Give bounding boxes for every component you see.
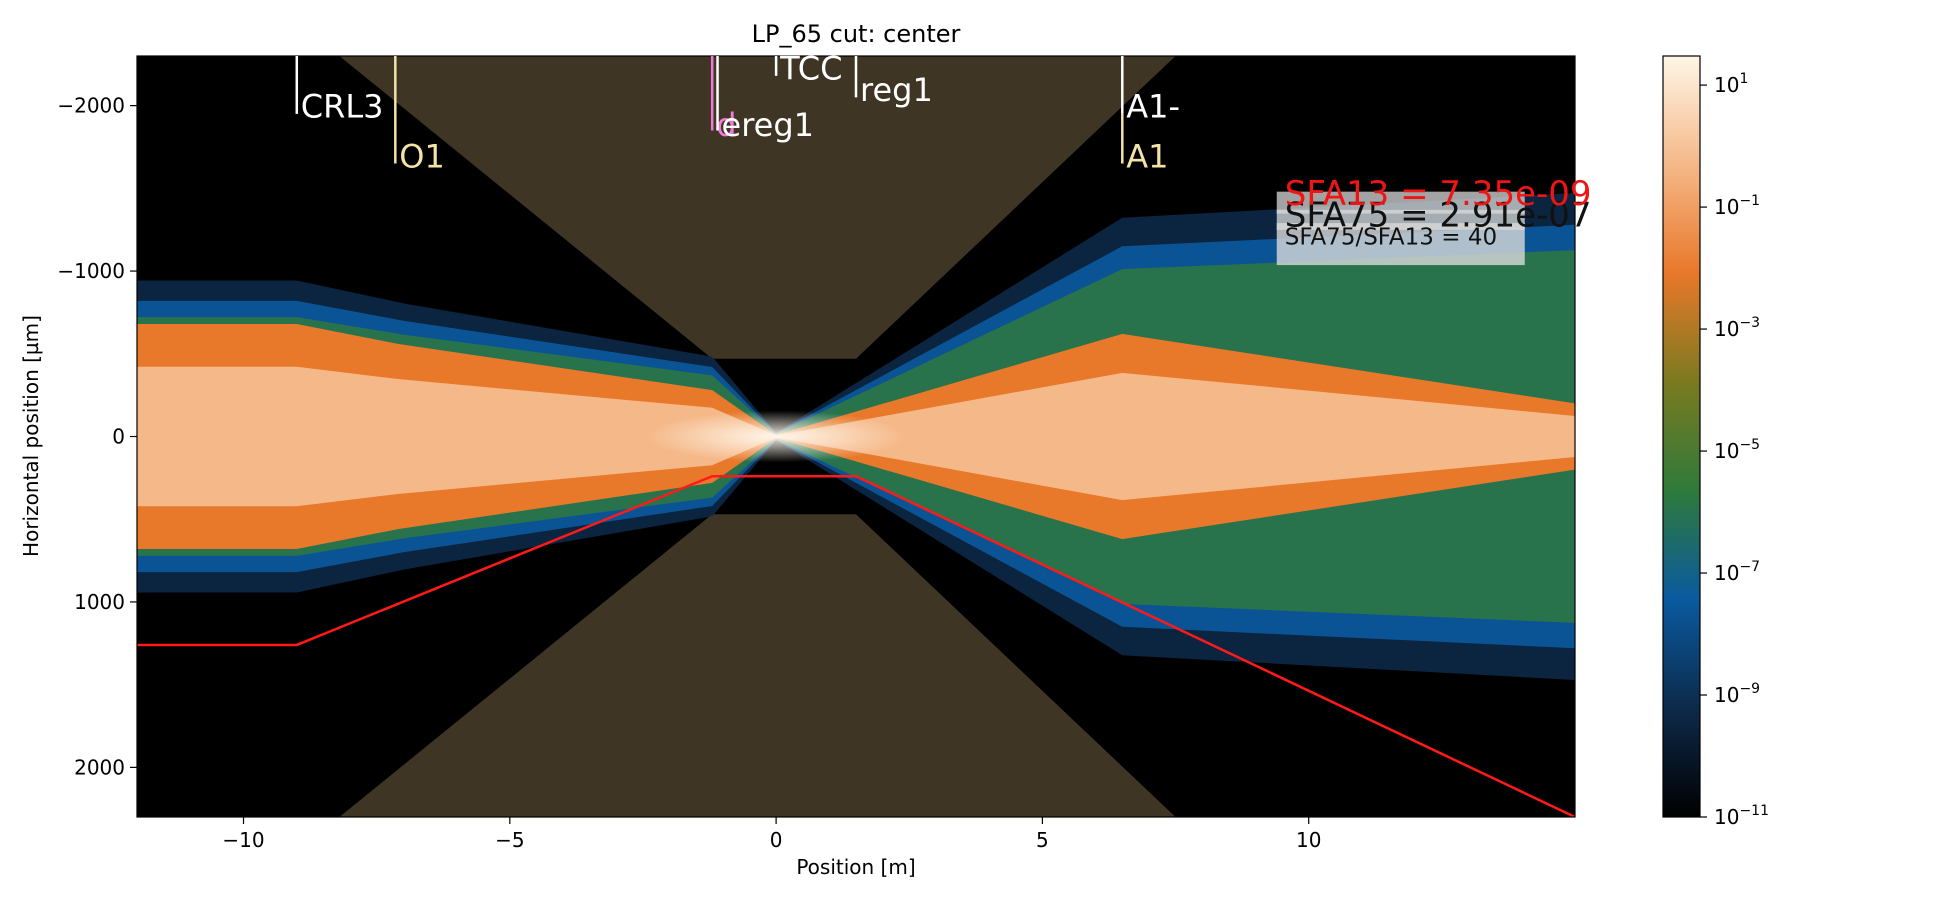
element-label-1: O1 xyxy=(399,137,445,175)
aperture-shading-top xyxy=(339,56,1176,359)
x-tick-label: −5 xyxy=(495,828,524,852)
y-axis: −2000 −1000 0 1000 2000 xyxy=(57,94,137,779)
colorbar-tick-label: 10−5 xyxy=(1714,437,1760,463)
x-axis: −10 −5 0 5 10 xyxy=(222,817,1321,852)
y-tick-label: 2000 xyxy=(74,755,125,779)
y-tick-label: −2000 xyxy=(57,94,125,118)
sfa13-bbox xyxy=(1276,191,1525,214)
element-label-3: ereg1 xyxy=(722,106,815,144)
x-tick-label: 0 xyxy=(770,828,783,852)
x-tick-label: 10 xyxy=(1296,828,1321,852)
element-label-7: A1 xyxy=(1126,137,1168,175)
element-label-2: d xyxy=(716,106,736,144)
element-label-4: TCC xyxy=(779,50,842,88)
x-tick-label: −10 xyxy=(222,828,264,852)
colorbar-scale xyxy=(1662,55,1701,818)
red-limit-line xyxy=(137,474,1575,817)
colorbar-tick-label: 10−1 xyxy=(1714,193,1760,219)
plot-area: −10 −5 0 5 10 −2000 −1000 0 1000 2000 xyxy=(57,55,1576,852)
element-label-6: A1- xyxy=(1126,88,1180,126)
colorbar-tick-label: 101 xyxy=(1714,71,1748,97)
colorbar-tick-label: 10−3 xyxy=(1714,315,1760,341)
ratio-bbox xyxy=(1276,223,1525,266)
focus-glow xyxy=(646,410,907,463)
y-tick-label: 1000 xyxy=(74,590,125,614)
colorbar-tick-label: 10−11 xyxy=(1714,803,1769,829)
sfa75-text: SFA75 = 2.91e-07 xyxy=(1285,195,1592,235)
element-label-0: CRL3 xyxy=(301,88,384,126)
colorbar-tick-label: 10−9 xyxy=(1714,681,1760,707)
x-tick-label: 5 xyxy=(1036,828,1049,852)
element-label-5: reg1 xyxy=(860,71,933,109)
sfa13-text: SFA13 = 7.35e-09 xyxy=(1285,174,1592,214)
y-tick-label: −1000 xyxy=(57,259,125,283)
aperture-shading-bottom xyxy=(339,514,1176,817)
x-axis-label: Position [m] xyxy=(796,855,915,879)
colorbar: 101 10−1 10−3 10−5 10−7 10−9 10−11 xyxy=(1662,55,1769,829)
y-tick-label: 0 xyxy=(112,425,125,449)
y-axis-label: Horizontal position [µm] xyxy=(19,315,43,557)
chart-title: LP_65 cut: center xyxy=(752,20,961,48)
sfa-ratio-text: SFA75/SFA13 = 40 xyxy=(1285,225,1497,251)
colorbar-tick-label: 10−7 xyxy=(1714,559,1760,585)
